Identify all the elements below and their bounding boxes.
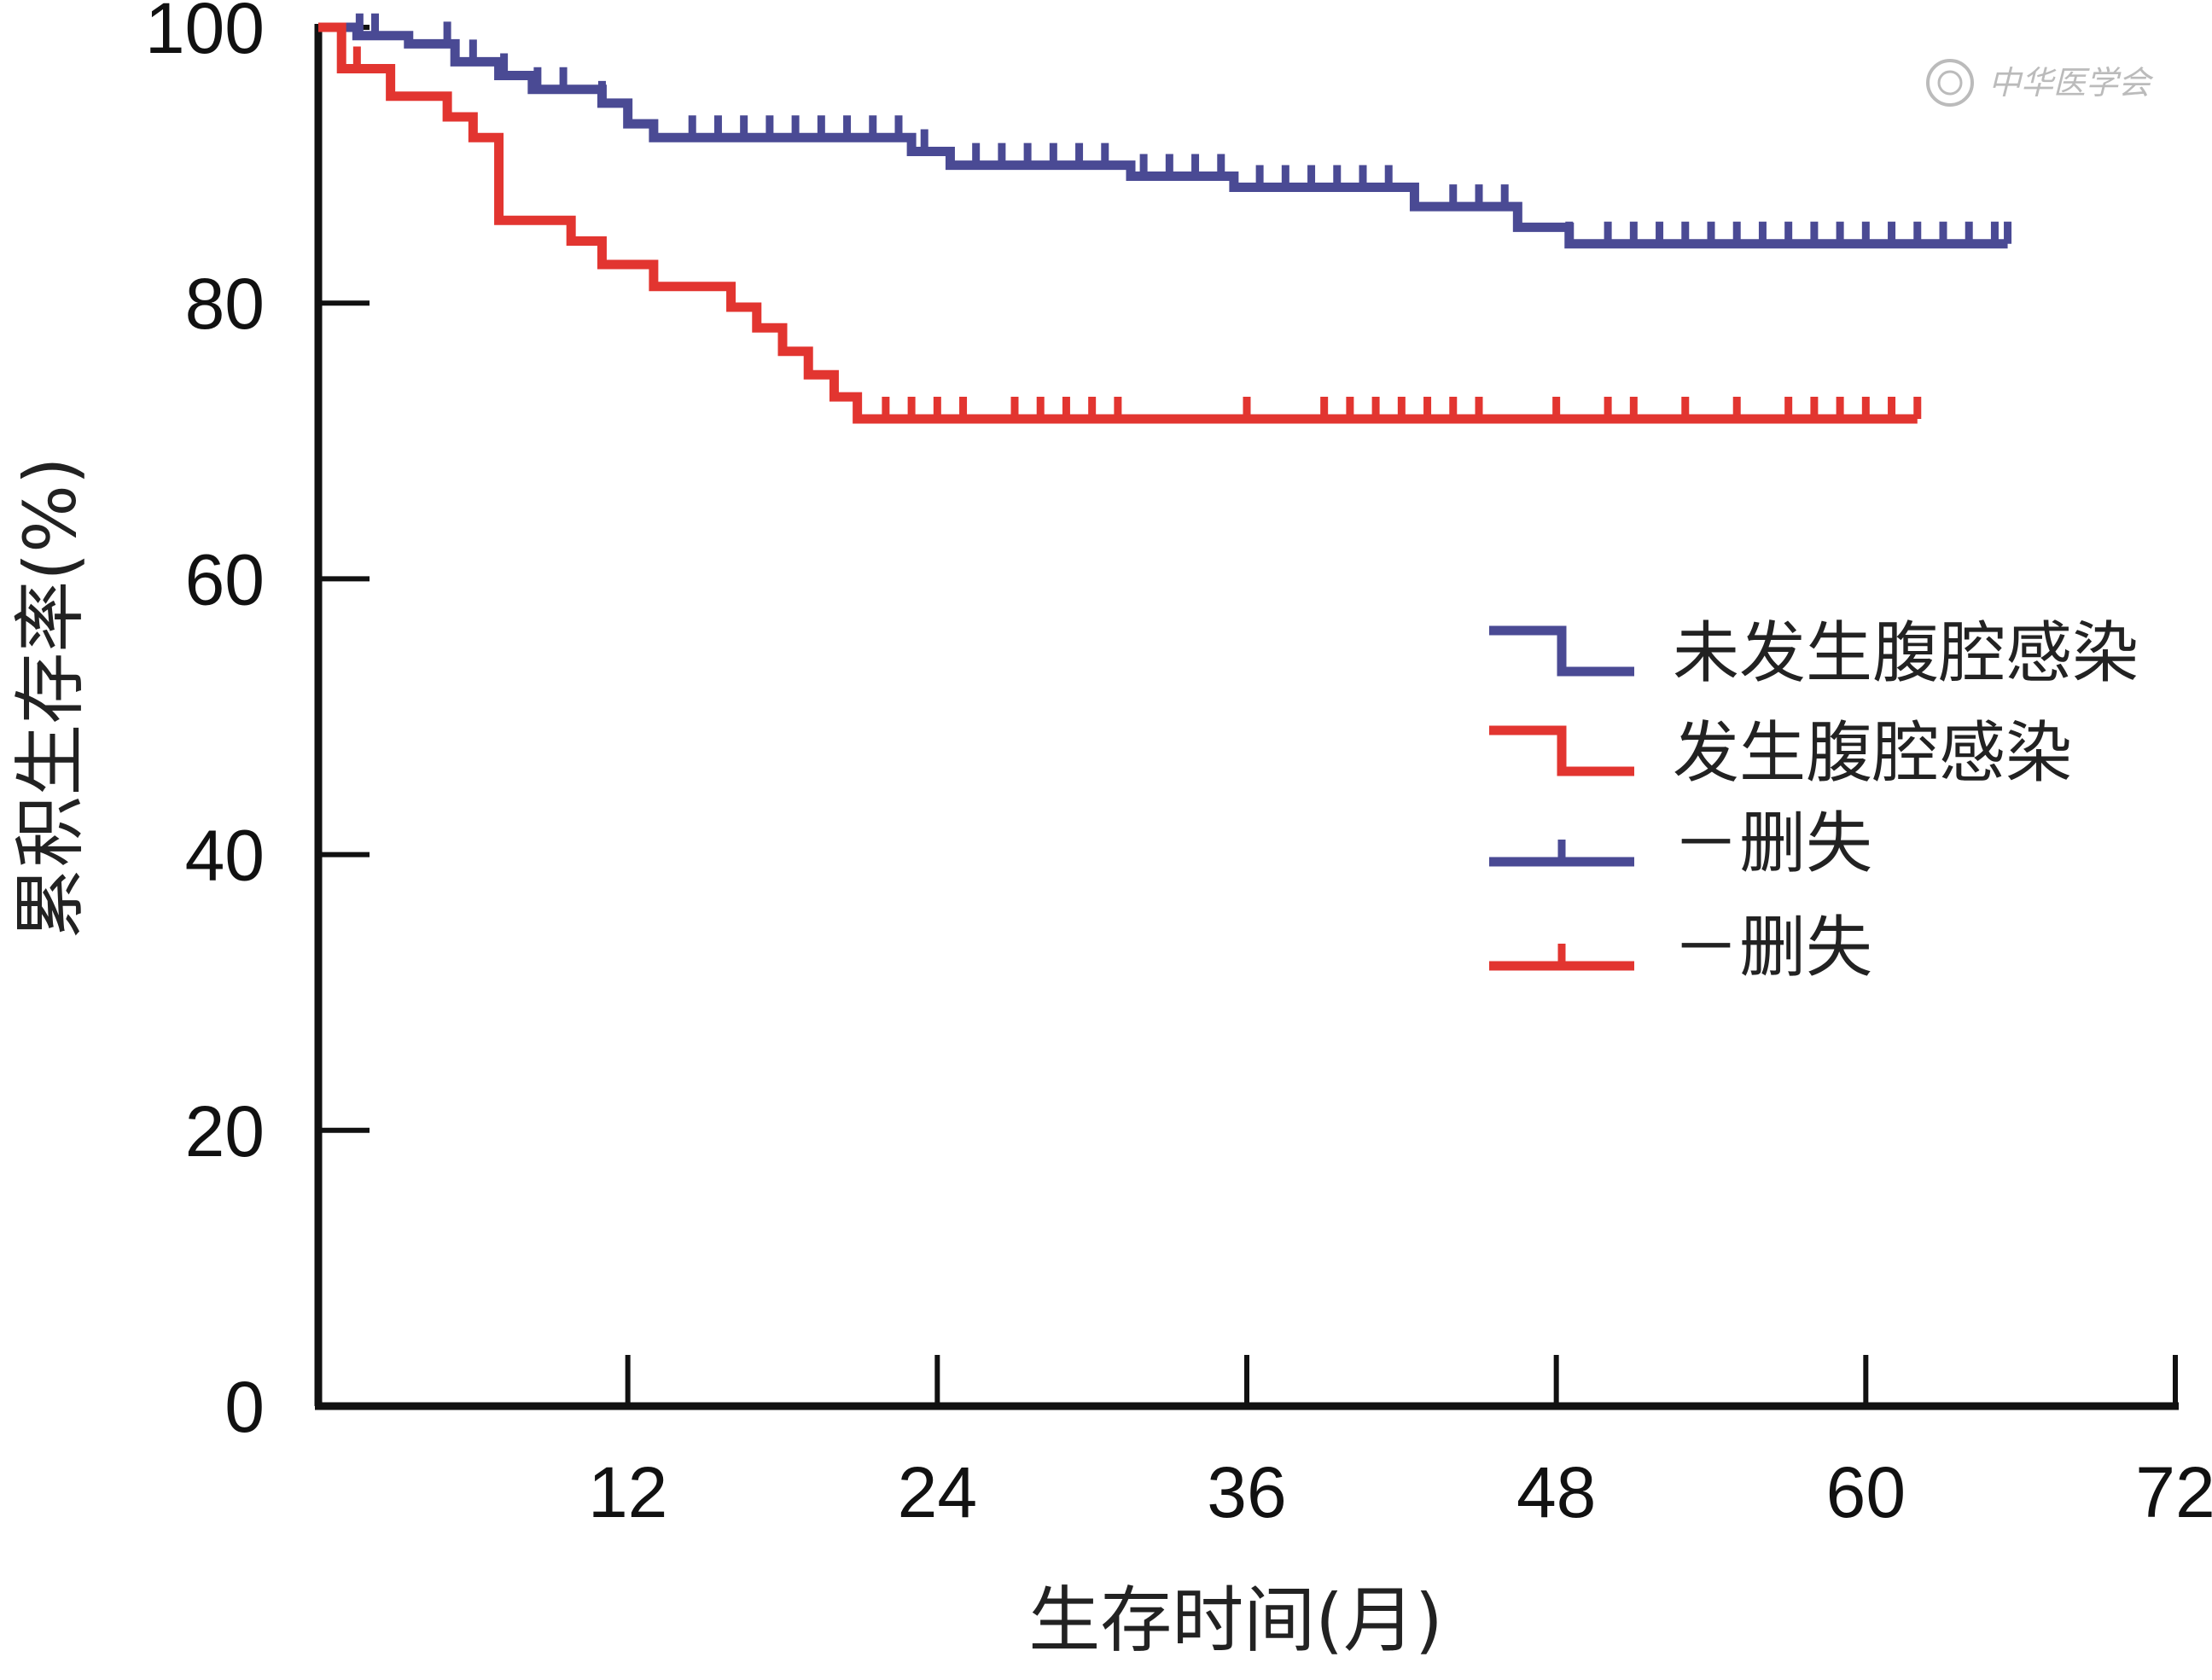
y-tick-label: 40	[185, 816, 265, 896]
x-tick-label: 12	[588, 1452, 667, 1532]
series-1	[318, 13, 2012, 249]
y-tick-label: 0	[224, 1367, 265, 1447]
x-tick-label: 36	[1207, 1452, 1286, 1532]
legend-item-1: 未发生腹腔感染	[1489, 615, 2139, 692]
y-axis-label: 累积生存率(%)	[9, 456, 92, 939]
legend-swatch-step	[1489, 625, 1634, 677]
legend-swatch-step	[1489, 725, 1634, 776]
y-tick-label: 80	[185, 264, 265, 344]
y-tick-label: 20	[185, 1091, 265, 1171]
legend-label: 未发生腹腔感染	[1673, 615, 2139, 692]
series-2	[318, 22, 1922, 424]
series-layer	[318, 13, 2012, 424]
axes	[314, 24, 2179, 1410]
legend-label: －删失	[1673, 805, 1872, 882]
watermark-seal-icon	[1926, 59, 1974, 107]
legend-label: 发生腹腔感染	[1673, 715, 2072, 792]
x-tick-labels: 12 24 36 48 60 72	[588, 1452, 2212, 1532]
watermark-text: 中华医学会	[1988, 64, 2154, 102]
watermark: 中华医学会	[1926, 59, 2154, 107]
x-axis-label: 生存时间(月)	[1028, 1578, 1443, 1662]
x-tick-label: 72	[2135, 1452, 2212, 1532]
legend-item-4: －删失	[1489, 910, 1872, 986]
legend-label: －删失	[1673, 910, 1872, 986]
km-curve	[318, 22, 1918, 424]
x-tick-label: 60	[1826, 1452, 1906, 1532]
y-tick-label: 60	[185, 539, 265, 619]
x-tick-label: 24	[898, 1452, 977, 1532]
km-curve	[318, 22, 2008, 249]
y-tick-label: 100	[145, 0, 265, 68]
legend-item-2: 发生腹腔感染	[1489, 715, 2072, 792]
x-tick-label: 48	[1516, 1452, 1596, 1532]
legend-item-3: －删失	[1489, 805, 1872, 882]
y-tick-labels: 0 20 40 60 80 100	[145, 0, 265, 1447]
